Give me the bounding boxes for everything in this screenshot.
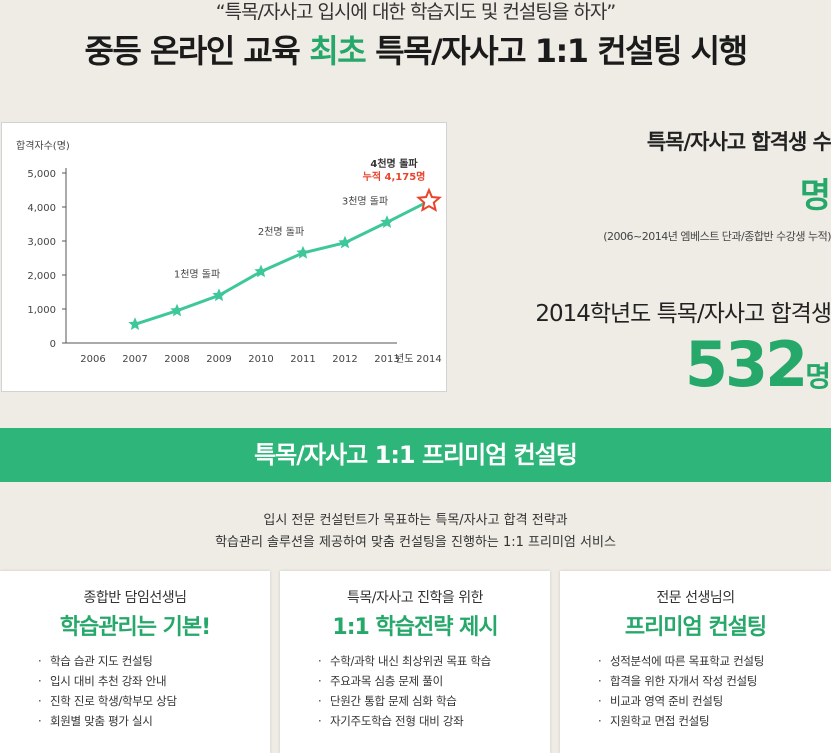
bullet-icon: · xyxy=(598,694,602,708)
list-item-text: 지원학교 면접 컨설팅 xyxy=(610,714,710,728)
card-title: 1:1 학습전략 제시 xyxy=(332,615,498,640)
annotation-label: 2천명 돌파 xyxy=(258,226,304,238)
total-pass-label: 특목/자사고 합격생 수 xyxy=(646,130,831,154)
y-tick-label: 5,000 xyxy=(27,169,56,180)
y-tick-label: 3,000 xyxy=(27,237,56,248)
total-pass-unit: 명 xyxy=(799,176,831,216)
list-item: · 비교과 영역 준비 컨설팅 xyxy=(598,691,764,711)
bullet-icon: · xyxy=(38,694,42,708)
bullet-icon: · xyxy=(38,674,42,688)
x-tick-label: 2011 xyxy=(290,354,315,365)
data-point-star-outline xyxy=(416,187,442,212)
data-point-star xyxy=(128,317,142,330)
headline: 중등 온라인 교육 최초 특목/자사고 1:1 컨설팅 시행 xyxy=(0,30,831,72)
headline-pre: 중등 온라인 교육 xyxy=(84,32,300,70)
service-description: 입시 전문 컨설턴트가 목표하는 특목/자사고 합격 전략과 학습관리 솔루션을… xyxy=(0,510,831,554)
x-tick-label: 2006 xyxy=(80,354,105,365)
card-homeroom: 종합반 담임선생님 학습관리는 기본! · 학습 습관 지도 컨설팅 · 입시 대비… xyxy=(0,571,270,753)
data-point-star xyxy=(296,245,310,259)
bullet-icon: · xyxy=(598,674,602,688)
list-item: · 합격을 위한 자개서 작성 컨설팅 xyxy=(598,671,764,691)
bullet-icon: · xyxy=(318,694,322,708)
list-item-text: 주요과목 심층 문제 풀이 xyxy=(330,674,443,688)
list-item: · 입시 대비 추천 강좌 안내 xyxy=(38,671,177,691)
y-tick-label: 2,000 xyxy=(27,271,56,282)
y-tick-label: 0 xyxy=(50,339,56,350)
data-point-star xyxy=(380,215,394,228)
card-premium: 전문 선생님의 프리미엄 컨설팅 · 성적분석에 따른 목표학교 컨설팅 · 합격을… xyxy=(560,571,831,753)
headline-post: 특목/자사고 1:1 컨설팅 시행 xyxy=(375,32,748,70)
list-item: · 자기주도학습 전형 대비 강좌 xyxy=(318,711,491,731)
annotation-label: 3천명 돌파 xyxy=(342,195,388,207)
bullet-icon: · xyxy=(318,674,322,688)
list-item-text: 비교과 영역 준비 컨설팅 xyxy=(610,694,723,708)
card-list: · 학습 습관 지도 컨설팅 · 입시 대비 추천 강좌 안내 · 진학 진로 학생/… xyxy=(38,651,177,731)
year-pass-unit: 명 xyxy=(805,360,831,393)
list-item: · 진학 진로 학생/학부모 상담 xyxy=(38,691,177,711)
annotation-sublabel: 누적 4,175명 xyxy=(363,170,426,183)
list-item: · 주요과목 심층 문제 풀이 xyxy=(318,671,491,691)
y-axis-label: 합격자수(명) xyxy=(16,139,70,152)
annotation-label: 4천명 돌파 xyxy=(370,157,418,170)
series-line xyxy=(134,199,430,326)
list-item-text: 입시 대비 추천 강좌 안내 xyxy=(50,674,167,688)
card-subtitle: 특목/자사고 진학을 위한 xyxy=(347,590,483,606)
card-list: · 성적분석에 따른 목표학교 컨설팅 · 합격을 위한 자개서 작성 컨설팅 · 비… xyxy=(598,651,764,731)
x-tick-label: 2012 xyxy=(332,354,357,365)
data-point-star xyxy=(212,288,226,302)
list-item-text: 수학/과학 내신 최상위권 목표 학습 xyxy=(330,654,491,668)
list-item: · 수학/과학 내신 최상위권 목표 학습 xyxy=(318,651,491,671)
description-line-1: 입시 전문 컨설턴트가 목표하는 특목/자사고 합격 전략과 xyxy=(263,513,568,528)
card-subtitle: 종합반 담임선생님 xyxy=(83,590,188,606)
year-pass-number: 532 xyxy=(684,328,808,401)
card-subtitle: 전문 선생님의 xyxy=(656,590,735,606)
x-tick-label: 2007 xyxy=(122,354,147,365)
headline-highlight: 최초 xyxy=(309,32,366,70)
x-tick-label: 2008 xyxy=(164,354,189,365)
description-line-2: 학습관리 솔루션을 제공하여 맞춤 컨설팅을 진행하는 1:1 프리미엄 서비스 xyxy=(215,535,616,550)
bullet-icon: · xyxy=(38,714,42,728)
y-tick-label: 1,000 xyxy=(27,305,56,316)
card-strategy: 특목/자사고 진학을 위한 1:1 학습전략 제시 · 수학/과학 내신 최상위권… xyxy=(280,571,550,753)
y-tick-label: 4,000 xyxy=(27,203,56,214)
data-point-star xyxy=(170,303,184,317)
list-item: · 성적분석에 따른 목표학교 컨설팅 xyxy=(598,651,764,671)
annotation-label: 1천명 돌파 xyxy=(174,268,220,280)
data-point-star xyxy=(254,264,268,278)
bullet-icon: · xyxy=(598,714,602,728)
card-title: 프리미엄 컨설팅 xyxy=(624,615,767,640)
card-list: · 수학/과학 내신 최상위권 목표 학습 · 주요과목 심층 문제 풀이 · 단원간… xyxy=(318,651,491,731)
list-item-text: 진학 진로 학생/학부모 상담 xyxy=(50,694,177,708)
x-tick-label: 2009 xyxy=(206,354,231,365)
header: “특목/자사고 입시에 대한 학습지도 및 컨설팅을 하자” 중등 온라인 교육… xyxy=(0,0,831,80)
total-pass-note: (2006~2014년 엠베스트 단과/종합반 수강생 누적) xyxy=(603,230,831,243)
list-item-text: 자기주도학습 전형 대비 강좌 xyxy=(330,714,464,728)
chart-svg: 합격자수(명) 0 1,000 2,000 3,000 4,000 5,000 2006 200… xyxy=(16,139,442,365)
premium-banner: 특목/자사고 1:1 프리미엄 컨설팅 xyxy=(0,428,831,482)
list-item-text: 회원별 맞춤 평가 실시 xyxy=(50,714,153,728)
card-title: 학습관리는 기본! xyxy=(59,615,211,640)
data-point-star xyxy=(338,235,352,249)
bullet-icon: · xyxy=(318,714,322,728)
bullet-icon: · xyxy=(318,654,322,668)
bullet-icon: · xyxy=(38,654,42,668)
x-tick-label: 2010 xyxy=(248,354,273,365)
year-pass-label: 2014학년도 특목/자사고 합격생 xyxy=(535,301,831,327)
list-item: · 단원간 통합 문제 심화 학습 xyxy=(318,691,491,711)
pass-count-chart: 합격자수(명) 0 1,000 2,000 3,000 4,000 5,000 2006 200… xyxy=(1,122,447,392)
list-item: · 학습 습관 지도 컨설팅 xyxy=(38,651,177,671)
header-quote: “특목/자사고 입시에 대한 학습지도 및 컨설팅을 하자” xyxy=(215,1,616,23)
list-item-text: 학습 습관 지도 컨설팅 xyxy=(50,654,153,668)
bullet-icon: · xyxy=(598,654,602,668)
x-axis-label: 년도 xyxy=(395,353,413,365)
x-tick-label: 2014 xyxy=(416,354,441,365)
list-item-text: 단원간 통합 문제 심화 학습 xyxy=(330,694,457,708)
x-tick-label: 2013 xyxy=(374,354,399,365)
list-item-text: 합격을 위한 자개서 작성 컨설팅 xyxy=(610,674,758,688)
list-item: · 회원별 맞춤 평가 실시 xyxy=(38,711,177,731)
list-item-text: 성적분석에 따른 목표학교 컨설팅 xyxy=(610,654,764,668)
year-pass-value: 532명 xyxy=(685,330,831,400)
list-item: · 지원학교 면접 컨설팅 xyxy=(598,711,764,731)
